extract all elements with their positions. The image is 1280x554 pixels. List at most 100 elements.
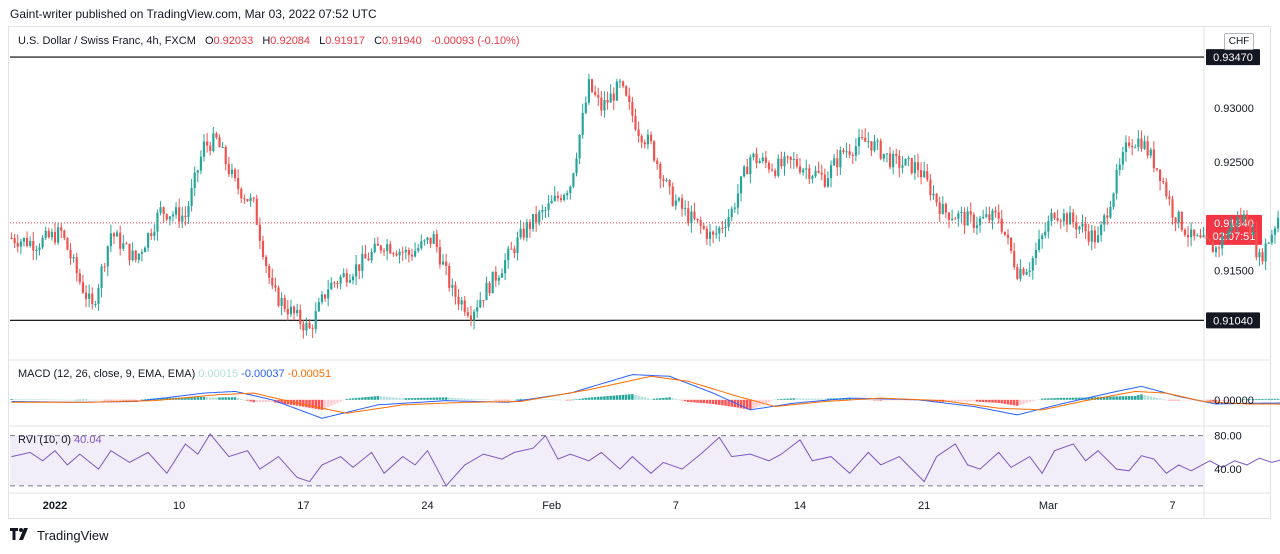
tradingview-logo-icon [10, 528, 32, 543]
macd-histogram-bar [91, 399, 94, 401]
macd-histogram-bar [41, 399, 44, 400]
candle-body [296, 309, 299, 314]
macd-histogram-bar [687, 399, 690, 402]
macd-histogram-bar [690, 399, 693, 403]
macd-histogram-bar [826, 398, 830, 400]
macd-histogram-bar [1102, 396, 1106, 400]
candle-body [820, 172, 823, 175]
candle-body [600, 97, 603, 111]
candle-body [150, 233, 153, 236]
candle-body [240, 188, 243, 199]
panel-separators [9, 27, 1270, 518]
macd-histogram-bar [370, 396, 373, 400]
candle-body [268, 265, 271, 278]
macd-histogram-bar [16, 399, 20, 400]
macd-line [11, 374, 1280, 419]
candle-body [159, 207, 162, 213]
candle-body [1118, 164, 1121, 171]
candle-body [414, 250, 417, 257]
candle-body [1214, 247, 1218, 253]
macd-histogram-bar [708, 399, 712, 404]
macd-histogram-bar [32, 399, 35, 400]
macd-histogram-bar [901, 399, 904, 401]
macd-histogram-bar [814, 398, 817, 400]
macd-histogram-bar [1106, 396, 1109, 400]
rvi-name[interactable]: RVI (10, 0) [18, 434, 71, 446]
candle-body [892, 153, 895, 168]
candle-body [379, 245, 383, 251]
candle-body [888, 153, 892, 168]
time-tick-label: 14 [794, 500, 806, 512]
candle-body [947, 212, 951, 220]
macd-histogram-bar [718, 399, 721, 405]
macd-hist-value: 0.00015 [198, 368, 239, 380]
candle-body [901, 165, 904, 168]
macd-histogram-bar [1214, 399, 1218, 402]
macd-histogram-bar [618, 395, 622, 400]
candle-body [1159, 169, 1162, 182]
macd-histogram-bar [1053, 398, 1056, 400]
candle-body [199, 156, 202, 171]
macd-histogram-bar [1161, 399, 1165, 400]
candle-body [258, 224, 261, 241]
candle-body [305, 322, 308, 331]
macd-histogram-bar [63, 399, 66, 401]
candle-body [730, 208, 733, 218]
candle-body [985, 214, 988, 217]
macd-name[interactable]: MACD (12, 26, close, 9, EMA, EMA) [18, 368, 196, 380]
macd-histogram-bar [904, 399, 907, 401]
candle-body [811, 176, 814, 179]
candle-body [1140, 138, 1143, 149]
macd-histogram-bar [131, 399, 134, 401]
candle-body [789, 156, 792, 161]
candle-body [29, 241, 32, 246]
candle-body [333, 282, 336, 284]
macd-histogram-bar [873, 399, 876, 401]
macd-histogram-bar [565, 399, 569, 401]
candle-body [507, 248, 510, 261]
macd-histogram-bar [215, 397, 218, 400]
macd-histogram-bar [1165, 399, 1168, 401]
candle-body [302, 323, 305, 331]
macd-histogram-bar [711, 399, 715, 404]
macd-histogram-bar [376, 396, 380, 400]
macd-histogram-bar [1208, 399, 1212, 401]
macd-histogram-bar [1059, 397, 1063, 400]
macd-histogram-bar [1186, 399, 1190, 401]
macd-histogram-bar [413, 398, 417, 400]
candle-body [721, 227, 724, 229]
tradingview-brand[interactable]: TradingView [10, 528, 109, 543]
candle-body [758, 161, 761, 164]
macd-histogram-bar [416, 397, 420, 400]
macd-histogram-bar [441, 397, 445, 400]
macd-histogram-bar [898, 399, 901, 401]
candle-body [460, 300, 463, 305]
candle-body [677, 198, 681, 201]
macd-histogram-bar [745, 399, 749, 410]
price-tick-label: 0.92500 [1214, 157, 1254, 169]
macd-histogram-bar [792, 398, 796, 400]
currency-button[interactable]: CHF [1224, 33, 1254, 50]
macd-histogram-bar [317, 399, 321, 410]
macd-histogram-bar [867, 399, 870, 401]
candle-body [882, 153, 885, 159]
candle-body [634, 115, 637, 130]
open-label: O [204, 35, 214, 47]
chart-frame [8, 26, 1271, 519]
candle-body [233, 169, 237, 179]
candle-body [572, 173, 575, 187]
macd-histogram-bar [888, 399, 892, 401]
candle-body [81, 282, 85, 293]
candle-body [525, 222, 528, 238]
candle-body [910, 157, 913, 174]
macd-histogram-bar [820, 398, 823, 400]
candle-body [972, 214, 975, 228]
macd-histogram-bar [162, 398, 165, 400]
macd-histogram-bar [72, 399, 75, 401]
candle-body [330, 282, 333, 290]
candle-body [1208, 238, 1211, 242]
symbol-label[interactable]: U.S. Dollar / Swiss Franc, 4h, FXCM [18, 35, 196, 47]
macd-histogram-bar [553, 399, 557, 401]
macd-histogram-bar [572, 399, 575, 401]
